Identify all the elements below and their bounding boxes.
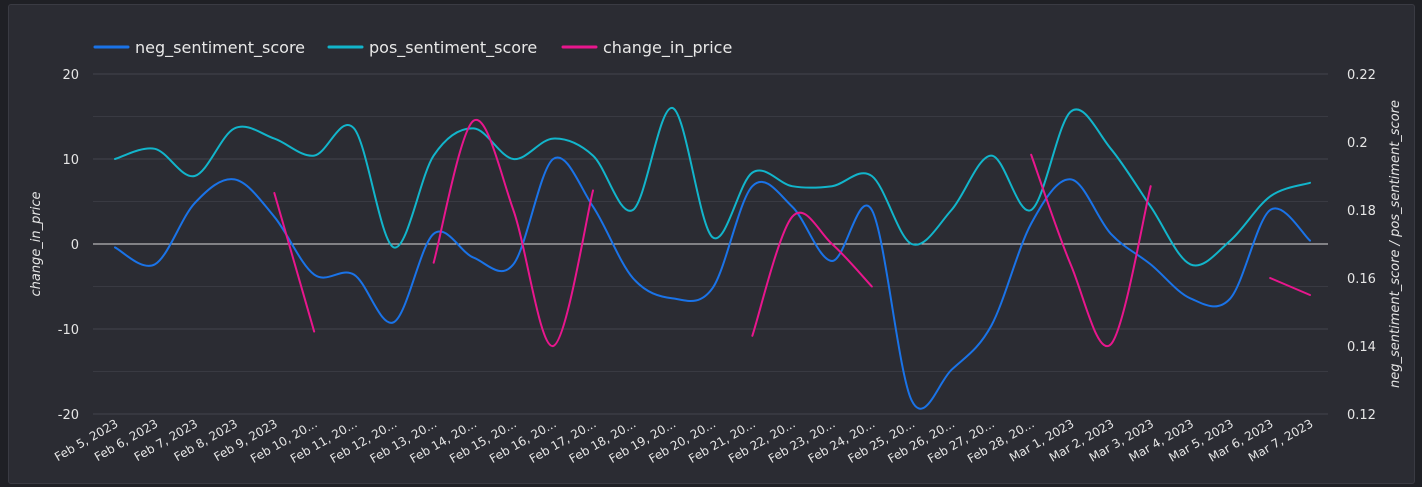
left-axis-tick: 20 [62,68,79,83]
right-axis-tick: 0.12 [1347,408,1376,423]
change-in-price-line [1269,277,1311,296]
left-axis-ticks: 20 10 0 -10 -20 [58,68,79,423]
left-axis-title: change_in_price [29,191,44,296]
legend[interactable]: neg_sentiment_score pos_sentiment_score ch… [93,38,732,58]
right-axis-tick: 0.16 [1347,272,1376,287]
right-axis-title: neg_sentiment_score / pos_sentiment_scor… [1388,100,1403,388]
legend-item-label: neg_sentiment_score [135,38,305,58]
gridlines [93,73,1328,415]
left-axis-tick: 0 [71,238,79,253]
right-axis-ticks: 0.22 0.2 0.18 0.16 0.14 0.12 [1347,68,1376,423]
change-in-price-line [432,119,594,347]
left-axis-tick: -10 [58,323,79,338]
legend-item-label: change_in_price [603,38,732,58]
change-in-price-line [751,211,873,337]
pos-sentiment-score-line [114,107,1311,267]
change-in-price-line [273,192,316,333]
series-lines [114,107,1311,410]
right-axis-tick: 0.18 [1347,204,1376,219]
neg-sentiment-score-line [114,156,1311,410]
right-axis-tick: 0.14 [1347,340,1376,355]
legend-item-label: pos_sentiment_score [369,38,537,58]
change-in-price-line [1030,153,1152,348]
left-axis-tick: 10 [62,153,79,168]
left-axis-tick: -20 [58,408,79,423]
right-axis-tick: 0.2 [1347,136,1368,151]
right-axis-tick: 0.22 [1347,68,1376,83]
